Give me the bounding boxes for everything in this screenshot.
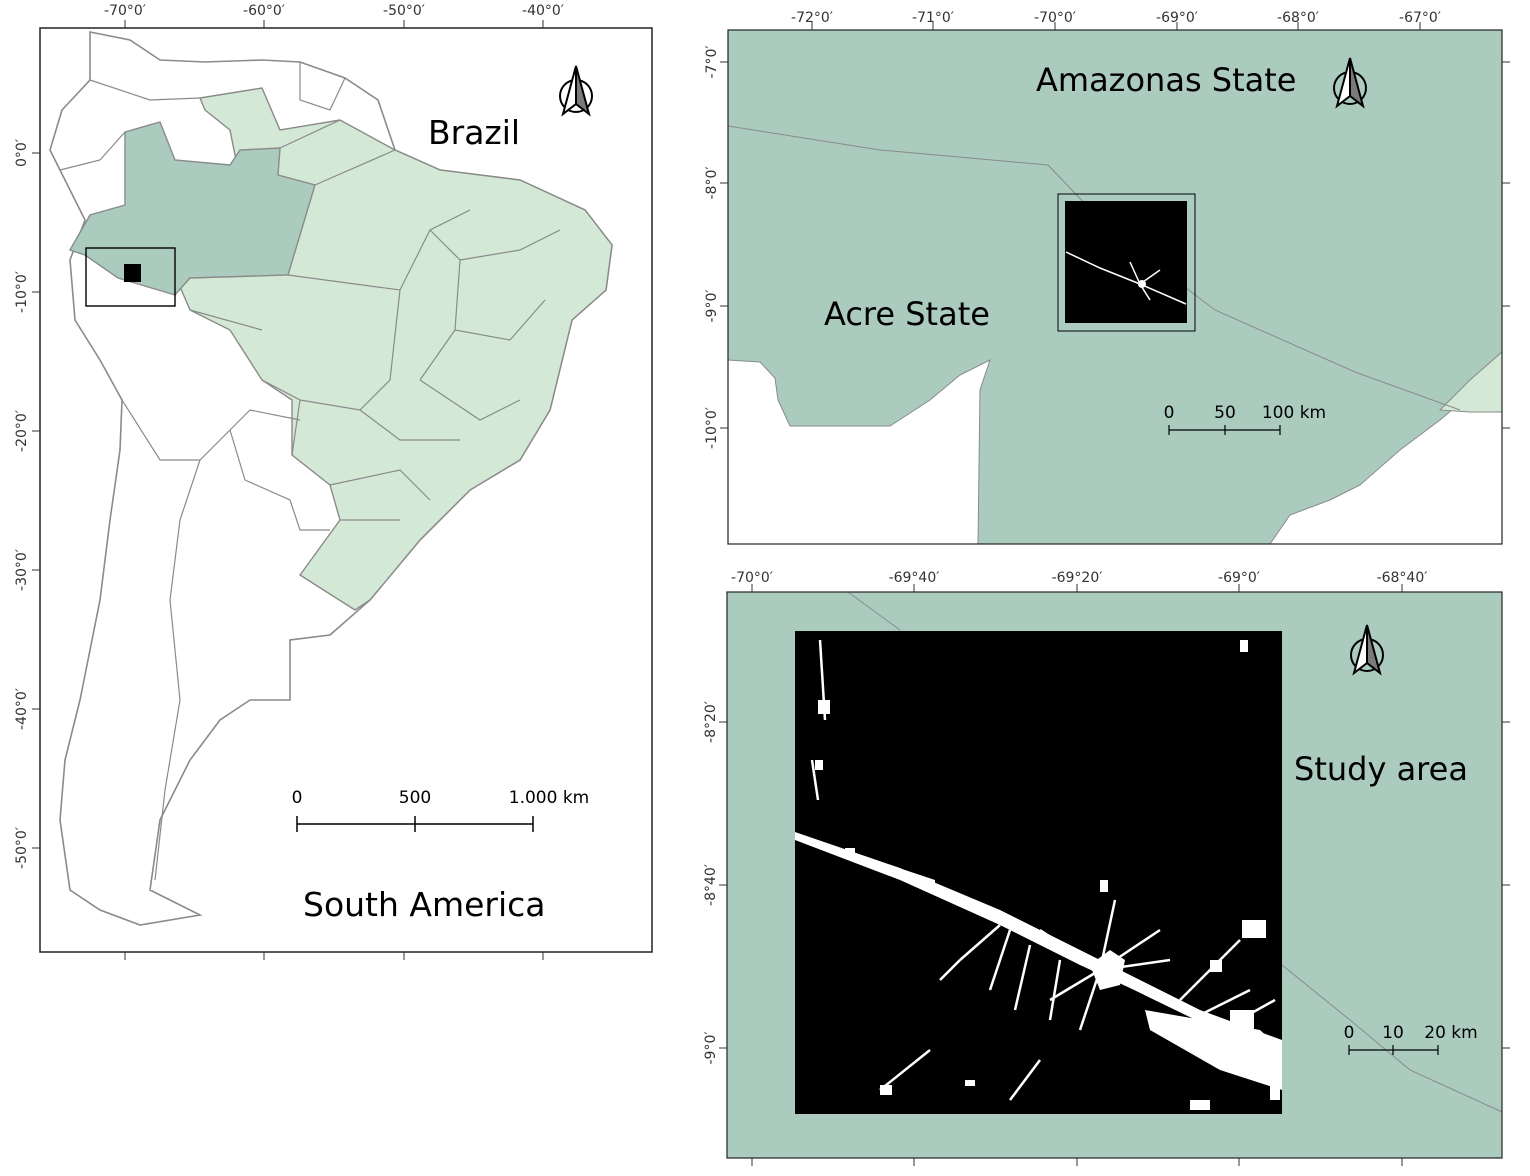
top-right-y-tick: -9°0′ [704,289,720,322]
top-right-scale-label: 100 km [1262,403,1326,423]
left-scale-label: 0 [292,788,303,808]
acre-state-label: Acre State [824,295,990,333]
bottom-right-scale-label: 10 [1382,1023,1404,1043]
top-right-x-tick: -72°0′ [791,10,833,26]
bottom-right-scale-label: 0 [1344,1023,1355,1043]
state-borders [189,119,561,521]
country-borders [59,62,346,881]
panel-bottom-right-map: -70°0′ -69°40′ -69°20′ -69°0′ -68°40′ -8… [703,570,1510,1166]
top-right-x-tick: -69°0′ [1156,10,1198,26]
top-right-x-tick: -71°0′ [912,10,954,26]
bottom-right-scale-label: 20 km [1424,1023,1477,1043]
bottom-right-x-tick: -69°20′ [1052,570,1103,586]
left-x-tick: -40°0′ [522,3,564,19]
left-y-tick: -50°0′ [14,827,30,869]
left-axis-ticks [32,20,544,960]
left-y-tick: -10°0′ [14,271,30,313]
panel-left-map: -70°0′ -60°0′ -50°0′ -40°0′ 0°0′ -10°0′ … [14,3,653,960]
left-scale-bar [296,816,534,832]
brazil-label: Brazil [428,113,520,152]
top-right-x-tick: -70°0′ [1034,10,1076,26]
bottom-right-x-tick: -68°40′ [1377,570,1428,586]
south-america-label: South America [303,885,546,924]
left-scale-label: 500 [399,788,431,808]
bottom-right-y-tick: -8°40′ [703,864,719,906]
bottom-right-scale-bar [1348,1045,1439,1055]
amazonas-state-label: Amazonas State [1036,61,1296,99]
study-area-marker [124,264,141,282]
left-x-tick: -50°0′ [383,3,425,19]
top-right-scale-label: 0 [1164,403,1175,423]
top-right-y-tick: -10°0′ [704,407,720,449]
state-boundary-line [847,591,1503,1113]
top-right-frame [727,29,1503,545]
mini-urban-core [1138,280,1146,288]
bottom-right-frame [726,591,1503,1159]
top-right-y-tick: -7°0′ [704,45,720,78]
bottom-right-x-tick: -69°0′ [1218,570,1260,586]
bottom-right-x-tick: -70°0′ [731,570,773,586]
bottom-right-x-tick: -69°40′ [889,570,940,586]
inset-frame [1057,193,1196,332]
left-x-tick: -70°0′ [104,3,146,19]
top-right-x-tick: -68°0′ [1277,10,1319,26]
study-area-label: Study area [1294,750,1468,788]
top-right-scale-bar [1168,425,1281,435]
inset-extent-box [85,247,176,307]
bottom-right-y-tick: -9°0′ [703,1031,719,1064]
bottom-right-axis-ticks [719,584,1510,1166]
top-right-scale-label: 50 [1214,403,1236,423]
urban-streets [810,639,1276,1101]
mini-study-raster [1065,201,1187,323]
left-y-tick: -30°0′ [14,549,30,591]
top-right-axis-ticks [720,22,1510,429]
top-right-x-tick: -67°0′ [1399,10,1441,26]
left-y-tick: -40°0′ [14,688,30,730]
left-y-tick: 0°0′ [14,139,30,167]
left-x-tick: -60°0′ [243,3,285,19]
urban-specks [815,640,1280,1110]
left-y-tick: -20°0′ [14,410,30,452]
left-scale-label: 1.000 km [509,788,589,808]
top-right-y-tick: -8°0′ [704,166,720,199]
bottom-right-y-tick: -8°20′ [703,701,719,743]
panel-top-right-map: -72°0′ -71°0′ -70°0′ -69°0′ -68°0′ -67°0… [704,10,1510,545]
